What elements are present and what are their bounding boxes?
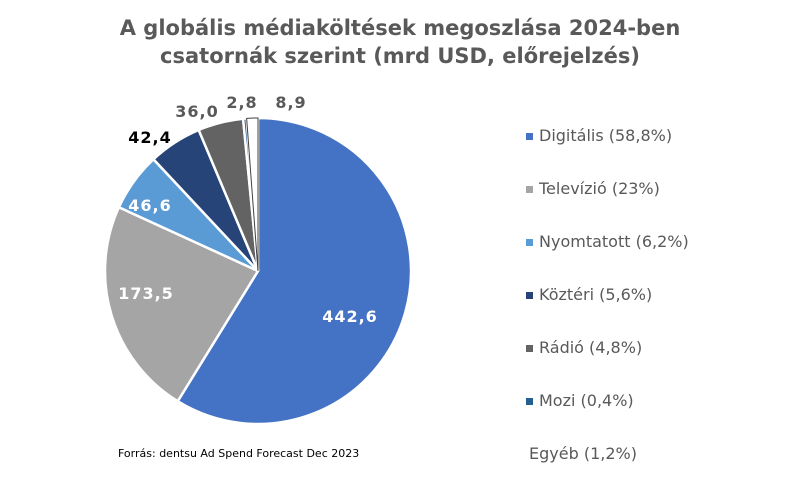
legend-item-0: Digitális (58,8%) — [526, 123, 689, 176]
chart-legend: Digitális (58,8%) Televízió (23%) Nyomtato… — [526, 123, 689, 494]
data-label-6: 8,9 — [275, 93, 306, 112]
source-note: Forrás: dentsu Ad Spend Forecast Dec 202… — [118, 447, 360, 460]
pie-slice-0 — [175, 116, 413, 426]
legend-item-5: Mozi (0,4%) — [526, 388, 689, 441]
chart-title-line-2: csatornák szerint (mrd USD, előrejelzés) — [160, 44, 640, 68]
legend-swatch-4 — [526, 345, 533, 352]
data-label-4: 36,0 — [175, 102, 218, 121]
legend-swatch-3 — [526, 292, 533, 299]
legend-item-2: Nyomtatott (6,2%) — [526, 229, 689, 282]
legend-item-1: Televízió (23%) — [526, 176, 689, 229]
legend-item-6: Egyéb (1,2%) — [526, 441, 689, 494]
data-label-3: 42,4 — [128, 128, 171, 147]
pie-slice-1 — [103, 205, 260, 403]
legend-swatch-2 — [526, 239, 533, 246]
legend-item-4: Rádió (4,8%) — [526, 335, 689, 388]
chart-title-line-1: A globális médiaköltések megoszlása 2024… — [119, 16, 681, 40]
data-label-0: 442,6 — [322, 307, 378, 326]
legend-swatch-0 — [526, 133, 533, 140]
legend-label-2: Nyomtatott (6,2%) — [539, 232, 689, 251]
legend-label-0: Digitális (58,8%) — [539, 126, 673, 145]
data-label-1: 173,5 — [118, 284, 174, 303]
legend-label-6: Egyéb (1,2%) — [529, 444, 637, 463]
data-label-5: 2,8 — [226, 93, 257, 112]
legend-label-3: Köztéri (5,6%) — [539, 285, 653, 304]
legend-item-3: Köztéri (5,6%) — [526, 282, 689, 335]
chart-title: A globális médiaköltések megoszlása 2024… — [0, 14, 800, 70]
legend-label-4: Rádió (4,8%) — [539, 338, 643, 357]
legend-swatch-1 — [526, 186, 533, 193]
pie-slice-6 — [246, 117, 259, 272]
legend-swatch-5 — [526, 398, 533, 405]
legend-label-1: Televízió (23%) — [539, 179, 660, 198]
data-label-2: 46,6 — [128, 196, 171, 215]
legend-label-5: Mozi (0,4%) — [539, 391, 634, 410]
